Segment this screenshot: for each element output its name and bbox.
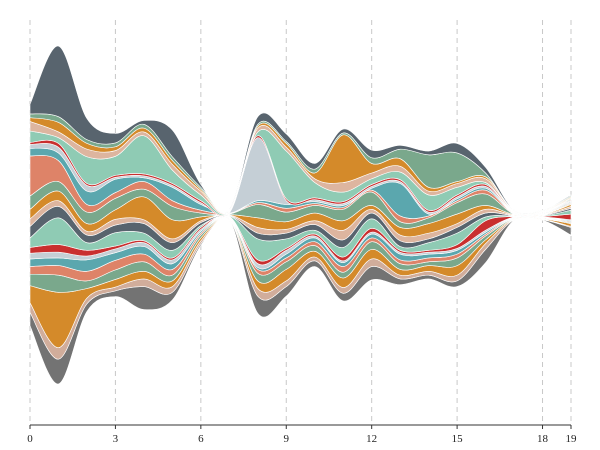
x-tick-label-18: 18: [537, 433, 549, 445]
x-tick-label-3: 3: [113, 433, 119, 445]
x-axis: 0 3 6 9 12 15 18 19: [27, 424, 578, 445]
x-tick-label-12: 12: [366, 433, 377, 445]
stream-layers: [29, 45, 572, 385]
x-tick-label-6: 6: [198, 433, 204, 445]
x-tick-label-19: 19: [566, 433, 578, 445]
x-tick-label-0: 0: [27, 433, 33, 445]
x-tick-label-9: 9: [284, 433, 290, 445]
x-tick-label-15: 15: [452, 433, 464, 445]
stream-layer-22: [29, 45, 572, 214]
